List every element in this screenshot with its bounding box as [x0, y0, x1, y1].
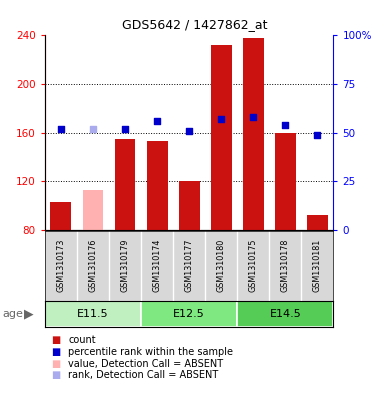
Bar: [275, 132, 296, 230]
Text: percentile rank within the sample: percentile rank within the sample: [68, 347, 233, 357]
Bar: [237, 301, 333, 327]
Bar: [211, 45, 232, 230]
Text: ■: ■: [51, 358, 60, 369]
Text: GSM1310178: GSM1310178: [281, 239, 290, 292]
Bar: [115, 139, 135, 230]
Text: GSM1310176: GSM1310176: [89, 239, 98, 292]
Text: E11.5: E11.5: [77, 309, 109, 319]
Text: ■: ■: [51, 370, 60, 380]
Point: [122, 126, 128, 132]
Text: GSM1310175: GSM1310175: [249, 239, 258, 292]
Point: [90, 126, 96, 132]
Text: age: age: [2, 309, 23, 319]
Text: ■: ■: [51, 347, 60, 357]
Text: GSM1310180: GSM1310180: [217, 239, 226, 292]
Text: GSM1310177: GSM1310177: [184, 239, 194, 292]
Point: [58, 126, 64, 132]
Point: [250, 114, 256, 120]
Bar: [179, 181, 200, 230]
Point: [218, 116, 224, 122]
Text: value, Detection Call = ABSENT: value, Detection Call = ABSENT: [68, 358, 223, 369]
Bar: [50, 202, 71, 230]
Bar: [307, 215, 328, 230]
Text: E12.5: E12.5: [173, 309, 205, 319]
Text: GSM1310179: GSM1310179: [121, 239, 129, 292]
Bar: [83, 190, 103, 230]
Point: [186, 128, 192, 134]
Text: ▶: ▶: [24, 307, 34, 320]
Bar: [141, 301, 237, 327]
Text: GSM1310181: GSM1310181: [313, 239, 322, 292]
Text: GDS5642 / 1427862_at: GDS5642 / 1427862_at: [122, 18, 268, 31]
Text: E14.5: E14.5: [269, 309, 301, 319]
Point: [282, 122, 289, 128]
Text: count: count: [68, 335, 96, 345]
Point: [314, 131, 321, 138]
Bar: [243, 38, 264, 230]
Text: GSM1310173: GSM1310173: [57, 239, 66, 292]
Bar: [45, 301, 141, 327]
Point: [154, 118, 160, 124]
Text: rank, Detection Call = ABSENT: rank, Detection Call = ABSENT: [68, 370, 218, 380]
Text: ■: ■: [51, 335, 60, 345]
Text: GSM1310174: GSM1310174: [152, 239, 161, 292]
Bar: [147, 141, 167, 230]
